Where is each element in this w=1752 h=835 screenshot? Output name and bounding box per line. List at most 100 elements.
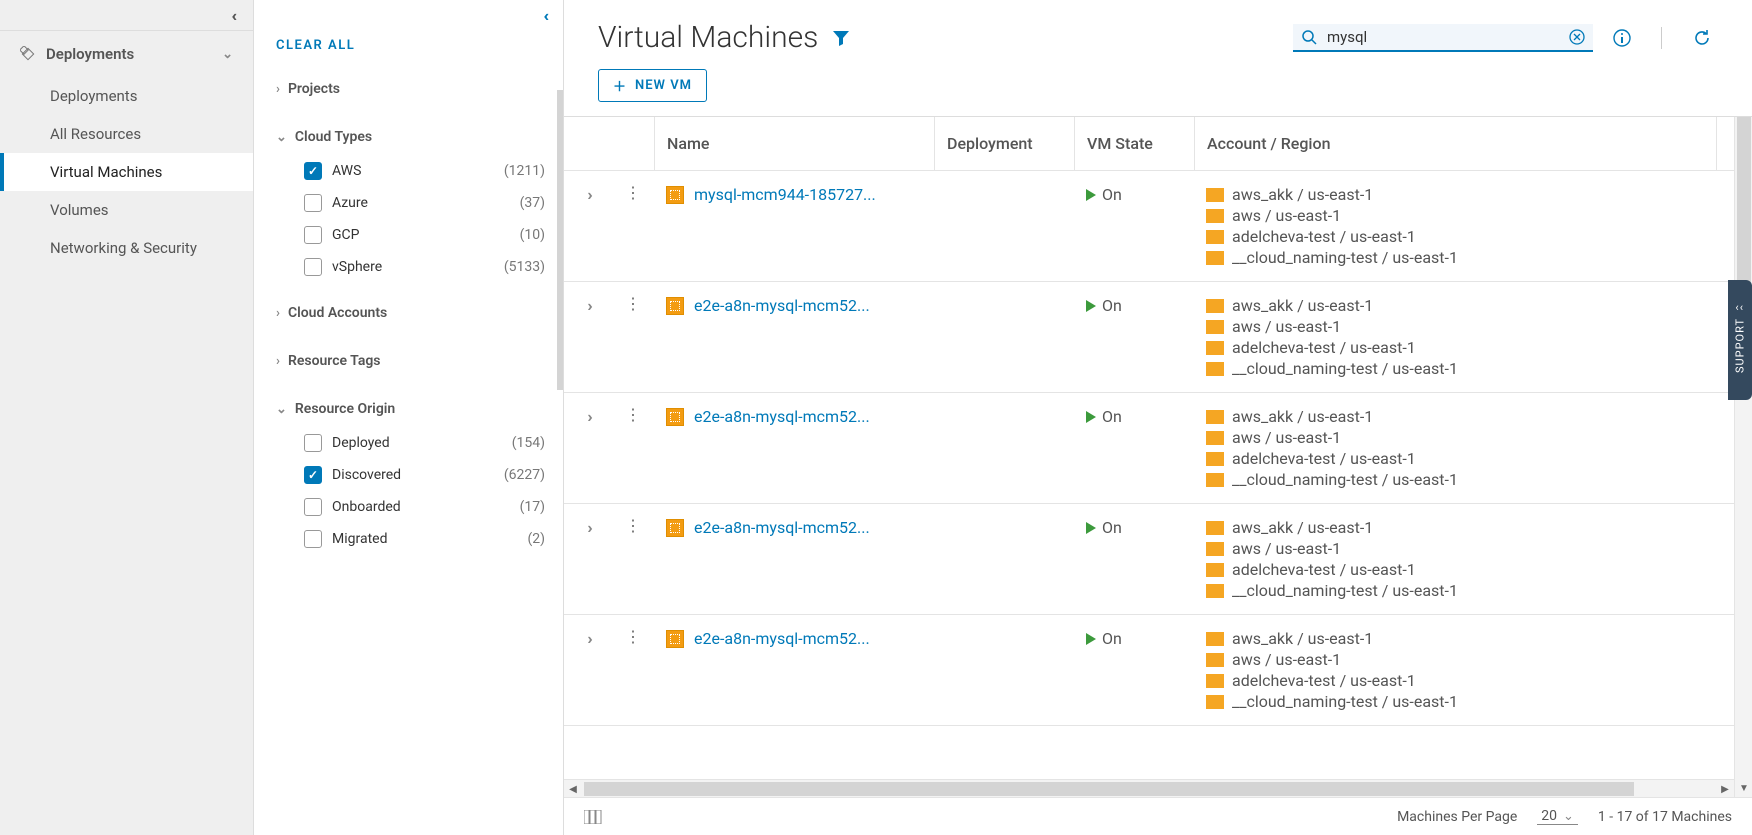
vm-icon [666, 186, 684, 204]
filter-section-resource-tags[interactable]: › Resource Tags [276, 349, 545, 379]
vertical-scrollbar[interactable]: ▼ [1734, 117, 1752, 797]
filter-option-migrated[interactable]: Migrated(2) [276, 523, 545, 555]
row-actions-menu[interactable]: ⋮ [612, 629, 654, 645]
expand-row-icon[interactable]: ›› [587, 407, 589, 426]
clear-search-icon[interactable] [1569, 29, 1585, 45]
aws-icon [1206, 584, 1224, 598]
sidebar-item-networking-security[interactable]: Networking & Security [0, 229, 253, 267]
grid-header-row: Name Deployment VM State Account / Regio… [564, 117, 1734, 171]
column-picker-icon[interactable] [584, 810, 602, 824]
nav-section-header-deployments[interactable]: Deployments ⌄ [0, 31, 253, 77]
checkbox[interactable] [304, 226, 322, 244]
filters-scrollbar[interactable] [557, 90, 563, 390]
support-tab[interactable]: SUPPORT ‹‹ [1728, 280, 1752, 400]
vm-name-link[interactable]: e2e-a8n-mysql-mcm52... [694, 518, 870, 537]
column-header-name[interactable]: Name [654, 117, 934, 170]
account-region-item: aws_akk / us-east-1 [1206, 296, 1704, 315]
clear-all-filters-button[interactable]: CLEAR ALL [276, 30, 545, 77]
horizontal-scrollbar[interactable]: ◀ ▶ [564, 779, 1734, 797]
filter-option-aws[interactable]: AWS(1211) [276, 155, 545, 187]
filter-option-vsphere[interactable]: vSphere(5133) [276, 251, 545, 283]
row-actions-menu[interactable]: ⋮ [612, 185, 654, 201]
checkbox[interactable] [304, 498, 322, 516]
account-region-item: aws / us-east-1 [1206, 206, 1704, 225]
sidebar-collapse-button[interactable]: ‹‹ [0, 0, 253, 30]
aws-icon [1206, 188, 1224, 202]
account-region-cell: aws_akk / us-east-1aws / us-east-1adelch… [1194, 407, 1716, 489]
scroll-down-icon[interactable]: ▼ [1735, 779, 1752, 797]
checkbox[interactable] [304, 466, 322, 484]
scrollbar-thumb[interactable] [584, 782, 1634, 796]
vm-row: ››⋮e2e-a8n-mysql-mcm52...Onaws_akk / us-… [564, 393, 1734, 504]
vm-icon [666, 408, 684, 426]
column-header-deployment[interactable]: Deployment [934, 117, 1074, 170]
sidebar-item-deployments[interactable]: Deployments [0, 77, 253, 115]
expand-row-icon[interactable]: ›› [587, 185, 589, 204]
expand-row-icon[interactable]: ›› [587, 518, 589, 537]
refresh-icon[interactable] [1686, 28, 1718, 48]
per-page-select[interactable]: 20 ⌄ [1537, 808, 1578, 825]
aws-icon [1206, 563, 1224, 577]
play-icon [1086, 411, 1096, 423]
row-actions-menu[interactable]: ⋮ [612, 518, 654, 534]
vm-grid: Name Deployment VM State Account / Regio… [564, 116, 1752, 835]
vm-state-label: On [1102, 185, 1122, 204]
vm-name-link[interactable]: e2e-a8n-mysql-mcm52... [694, 629, 870, 648]
expand-row-icon[interactable]: ›› [587, 296, 589, 315]
filter-option-discovered[interactable]: Discovered(6227) [276, 459, 545, 491]
row-actions-menu[interactable]: ⋮ [612, 407, 654, 423]
vm-state-label: On [1102, 518, 1122, 537]
filter-option-onboarded[interactable]: Onboarded(17) [276, 491, 545, 523]
vm-state-cell: On [1074, 185, 1194, 204]
account-text: __cloud_naming-test / us-east-1 [1232, 692, 1458, 711]
chevron-right-icon: › [276, 354, 280, 369]
info-icon[interactable] [1607, 29, 1637, 47]
vm-name-link[interactable]: e2e-a8n-mysql-mcm52... [694, 407, 870, 426]
checkbox[interactable] [304, 258, 322, 276]
account-text: __cloud_naming-test / us-east-1 [1232, 470, 1458, 489]
vm-icon [666, 519, 684, 537]
filter-section-resource-origin[interactable]: ⌄ Resource Origin [276, 397, 545, 427]
vm-name-link[interactable]: e2e-a8n-mysql-mcm52... [694, 296, 870, 315]
checkbox[interactable] [304, 530, 322, 548]
filter-section-cloud-types[interactable]: ⌄ Cloud Types [276, 125, 545, 155]
new-vm-button[interactable]: ＋ NEW VM [598, 69, 707, 102]
per-page-value: 20 [1541, 808, 1557, 824]
vm-row: ›› ⋮ e2e-a8n-mysql-mcm52... On aws_akk / us-… [564, 282, 1734, 393]
filter-icon[interactable] [832, 29, 850, 47]
account-region-item: adelcheva-test / us-east-1 [1206, 338, 1704, 357]
search-input[interactable] [1327, 28, 1559, 46]
search-box[interactable] [1293, 24, 1593, 52]
vm-row: ›› ⋮ mysql-mcm944-185727... On aws_akk / us-… [564, 171, 1734, 282]
sidebar-item-all-resources[interactable]: All Resources [0, 115, 253, 153]
plus-icon: ＋ [613, 76, 627, 95]
checkbox[interactable] [304, 434, 322, 452]
expand-row-icon[interactable]: ›› [587, 629, 589, 648]
sidebar-item-volumes[interactable]: Volumes [0, 191, 253, 229]
column-header-vm-state[interactable]: VM State [1074, 117, 1194, 170]
filter-option-deployed[interactable]: Deployed(154) [276, 427, 545, 459]
row-actions-menu[interactable]: ⋮ [612, 296, 654, 312]
filter-option-azure[interactable]: Azure(37) [276, 187, 545, 219]
vm-state-label: On [1102, 296, 1122, 315]
filter-option-gcp[interactable]: GCP(10) [276, 219, 545, 251]
scroll-left-icon[interactable]: ◀ [564, 780, 582, 797]
checkbox[interactable] [304, 194, 322, 212]
checkbox[interactable] [304, 162, 322, 180]
filter-section-projects[interactable]: › Projects [276, 77, 545, 107]
vm-name-link[interactable]: mysql-mcm944-185727... [694, 185, 876, 204]
account-text: aws_akk / us-east-1 [1232, 185, 1373, 204]
sidebar-item-virtual-machines[interactable]: Virtual Machines [0, 153, 253, 191]
page-title: Virtual Machines [598, 20, 818, 55]
aws-icon [1206, 695, 1224, 709]
chevron-double-left-icon: ‹‹ [1736, 301, 1745, 314]
account-region-cell: aws_akk / us-east-1aws / us-east-1adelch… [1194, 518, 1716, 600]
filter-section-cloud-accounts[interactable]: › Cloud Accounts [276, 301, 545, 331]
scrollbar-thumb[interactable] [1737, 117, 1751, 297]
column-header-account-region[interactable]: Account / Region [1194, 117, 1716, 170]
filters-collapse-button[interactable]: ‹‹ [254, 0, 563, 30]
grid-footer: Machines Per Page 20 ⌄ 1 - 17 of 17 Mach… [564, 797, 1752, 835]
scroll-right-icon[interactable]: ▶ [1716, 780, 1734, 797]
account-text: aws_akk / us-east-1 [1232, 629, 1373, 648]
aws-icon [1206, 410, 1224, 424]
